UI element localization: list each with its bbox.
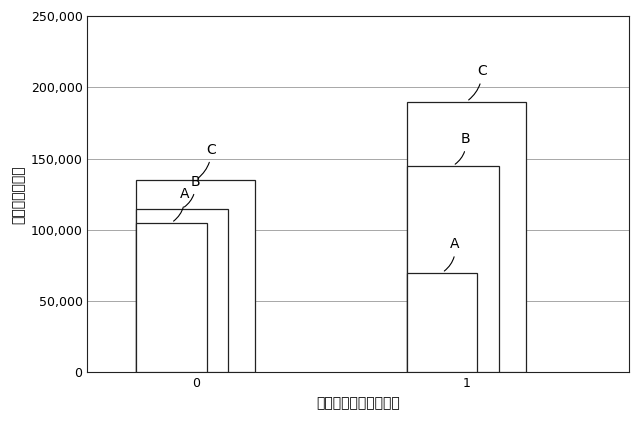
Bar [136,208,228,373]
Text: A: A [173,187,189,221]
Text: C: C [468,64,487,100]
Text: A: A [444,237,460,271]
Y-axis label: 到達パケット数: 到達パケット数 [11,165,25,224]
Bar [407,166,499,373]
Bar [407,273,477,373]
Text: B: B [184,175,200,207]
Bar [136,180,255,373]
Text: C: C [198,143,216,179]
Bar [407,101,526,373]
Bar [136,223,207,373]
Text: B: B [455,132,470,164]
X-axis label: 設置モバイルルータ数: 設置モバイルルータ数 [316,396,400,410]
